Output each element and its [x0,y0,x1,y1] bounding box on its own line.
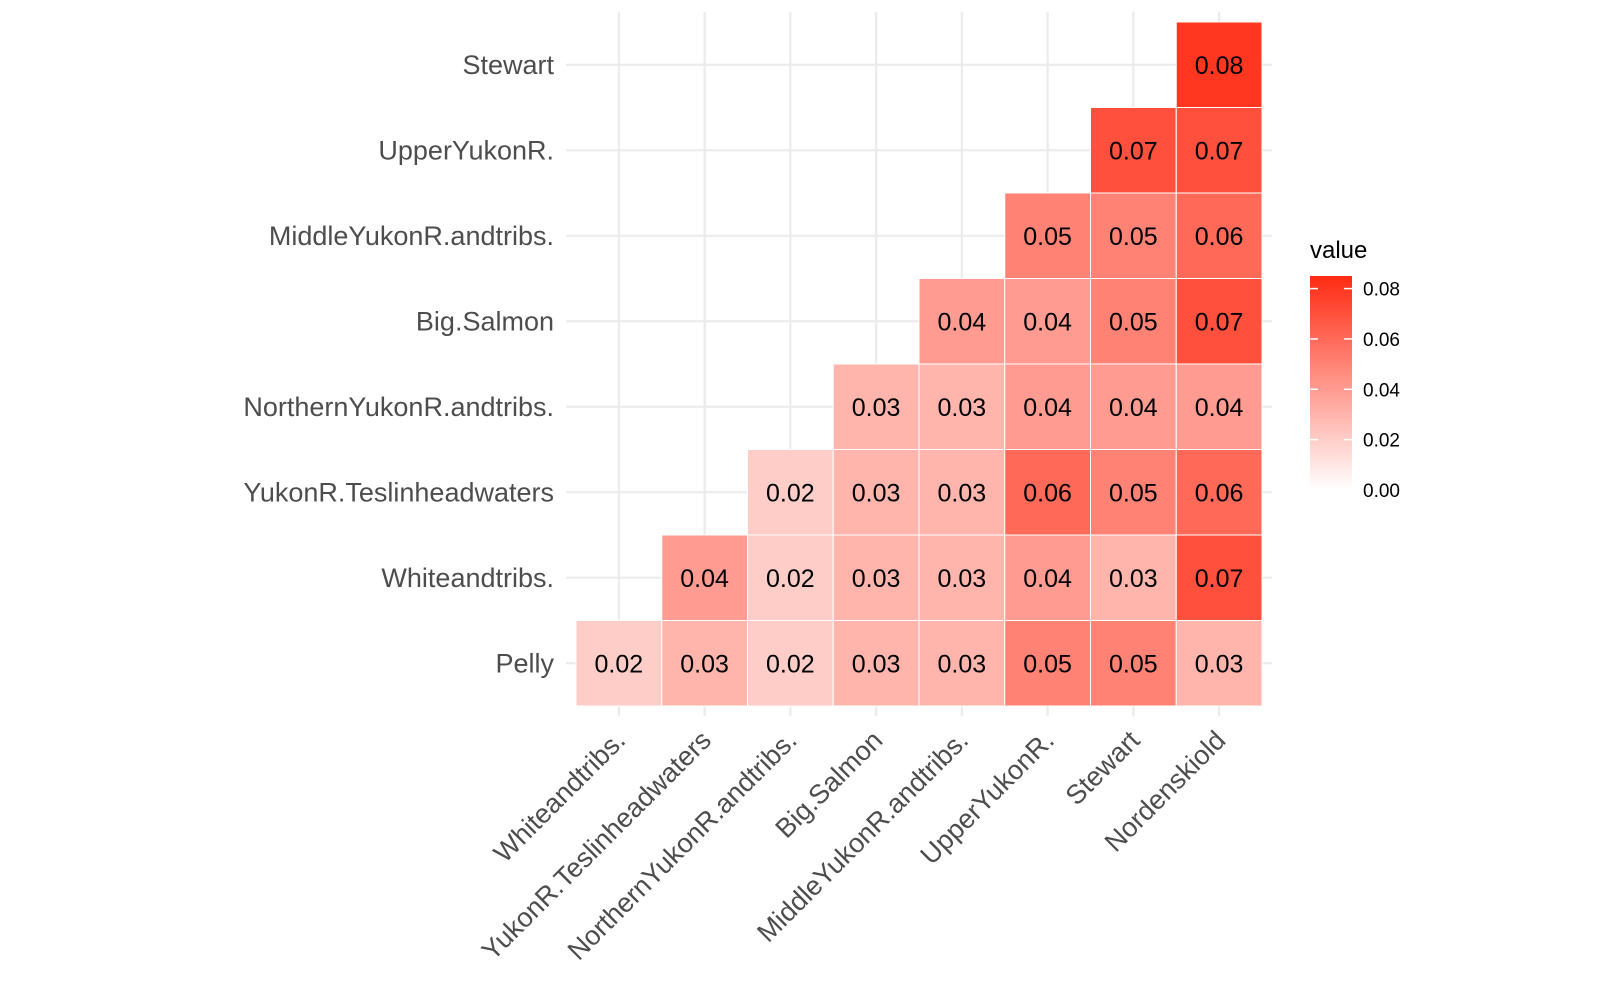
cell-value-label: 0.07 [1195,565,1244,593]
heatmap-cell [1004,620,1091,707]
cell-value-label: 0.03 [1109,565,1158,593]
cell-value-label: 0.02 [766,479,815,507]
x-tick-label: Stewart [1060,725,1146,811]
cell-value-label: 0.03 [852,394,901,422]
cell-value-label: 0.05 [1023,650,1072,678]
heatmap-cell [1004,449,1091,536]
heatmap-cell [747,620,834,707]
heatmap-cell [1004,278,1091,365]
y-tick-label: NorthernYukonR.andtribs. [243,392,554,422]
heatmap-cell [832,363,920,450]
cell-value-label: 0.03 [852,650,901,678]
heatmap-cell [747,449,834,536]
heatmap-cell [1090,192,1177,279]
heatmap-cell [832,534,920,621]
legend-title: value [1310,237,1367,264]
cell-labels: 0.02 0.03 0.02 0.03 0.03 0.05 0.05 0.03 0.04 0.02… [595,52,1244,679]
heatmap-cell [918,620,1006,707]
legend-tick-label: 0.06 [1363,330,1400,351]
cell-value-label: 0.02 [766,565,815,593]
heatmap-cell [1090,534,1177,621]
heatmap-cell [918,363,1006,450]
y-tick-label: Big.Salmon [416,306,554,336]
heatmap-cell [1090,107,1177,194]
cell-value-label: 0.05 [1109,650,1158,678]
y-tick-label: YukonR.Teslinheadwaters [243,477,554,507]
heatmap-cell [918,278,1006,365]
heatmap-cells [575,21,1263,707]
cell-value-label: 0.07 [1195,308,1244,336]
cell-value-label: 0.06 [1195,479,1244,507]
y-tick-label: MiddleYukonR.andtribs. [269,221,554,251]
cell-value-label: 0.06 [1195,223,1244,251]
cell-value-label: 0.07 [1195,137,1244,165]
cell-value-label: 0.06 [1023,479,1072,507]
heatmap-cell [918,534,1006,621]
heatmap-cell [1175,534,1263,621]
heatmap-cell [1175,278,1263,365]
cell-value-label: 0.08 [1195,52,1244,80]
legend-tick-label: 0.04 [1363,380,1400,401]
heatmap-cell [1175,107,1263,194]
y-tick-label: UpperYukonR. [378,135,554,165]
cell-value-label: 0.03 [938,650,987,678]
y-tick-label: Whiteandtribs. [381,563,554,593]
legend-tick-label: 0.02 [1363,431,1400,452]
cell-value-label: 0.02 [766,650,815,678]
legend-colorbar [1310,276,1352,490]
cell-value-label: 0.05 [1109,479,1158,507]
cell-value-label: 0.04 [680,565,729,593]
y-tick-label: Stewart [462,50,554,80]
heatmap-cell [661,620,748,707]
heatmap-cell [1090,449,1177,536]
y-tick-label: Pelly [495,648,554,678]
heatmap-cell [1175,620,1263,707]
cell-value-label: 0.03 [852,565,901,593]
cell-value-label: 0.04 [1023,308,1072,336]
cell-value-label: 0.05 [1109,223,1158,251]
cell-value-label: 0.04 [1023,394,1072,422]
cell-value-label: 0.05 [1023,223,1072,251]
x-axis-tick-labels: Whiteandtribs.YukonR.TeslinheadwatersNor… [476,725,1231,966]
cell-value-label: 0.04 [1023,565,1072,593]
heatmap-cell [747,534,834,621]
heatmap-cell [1175,449,1263,536]
heatmap-cell [832,449,920,536]
cell-value-label: 0.02 [595,650,644,678]
cell-value-label: 0.03 [938,565,987,593]
legend-tick-label: 0.00 [1363,481,1400,502]
heatmap-cell [832,620,920,707]
legend-tick-label: 0.08 [1363,280,1400,301]
heatmap-cell [575,620,663,707]
cell-value-label: 0.04 [1109,394,1158,422]
heatmap-cell [1004,534,1091,621]
heatmap-cell [661,534,748,621]
heatmap-cell [1175,363,1263,450]
cell-value-label: 0.04 [938,308,987,336]
heatmap-cell [1175,21,1263,108]
legend: value 0.00 0.02 0.04 0.06 0.08 [1310,237,1400,502]
cell-value-label: 0.04 [1195,394,1244,422]
cell-value-label: 0.03 [852,479,901,507]
cell-value-label: 0.03 [938,479,987,507]
cell-value-label: 0.07 [1109,137,1158,165]
y-axis-tick-labels: Pelly Whiteandtribs. YukonR.Teslinheadwate… [243,50,554,679]
cell-value-label: 0.03 [680,650,729,678]
cell-value-label: 0.05 [1109,308,1158,336]
cell-value-label: 0.03 [1195,650,1244,678]
cell-value-label: 0.03 [938,394,987,422]
